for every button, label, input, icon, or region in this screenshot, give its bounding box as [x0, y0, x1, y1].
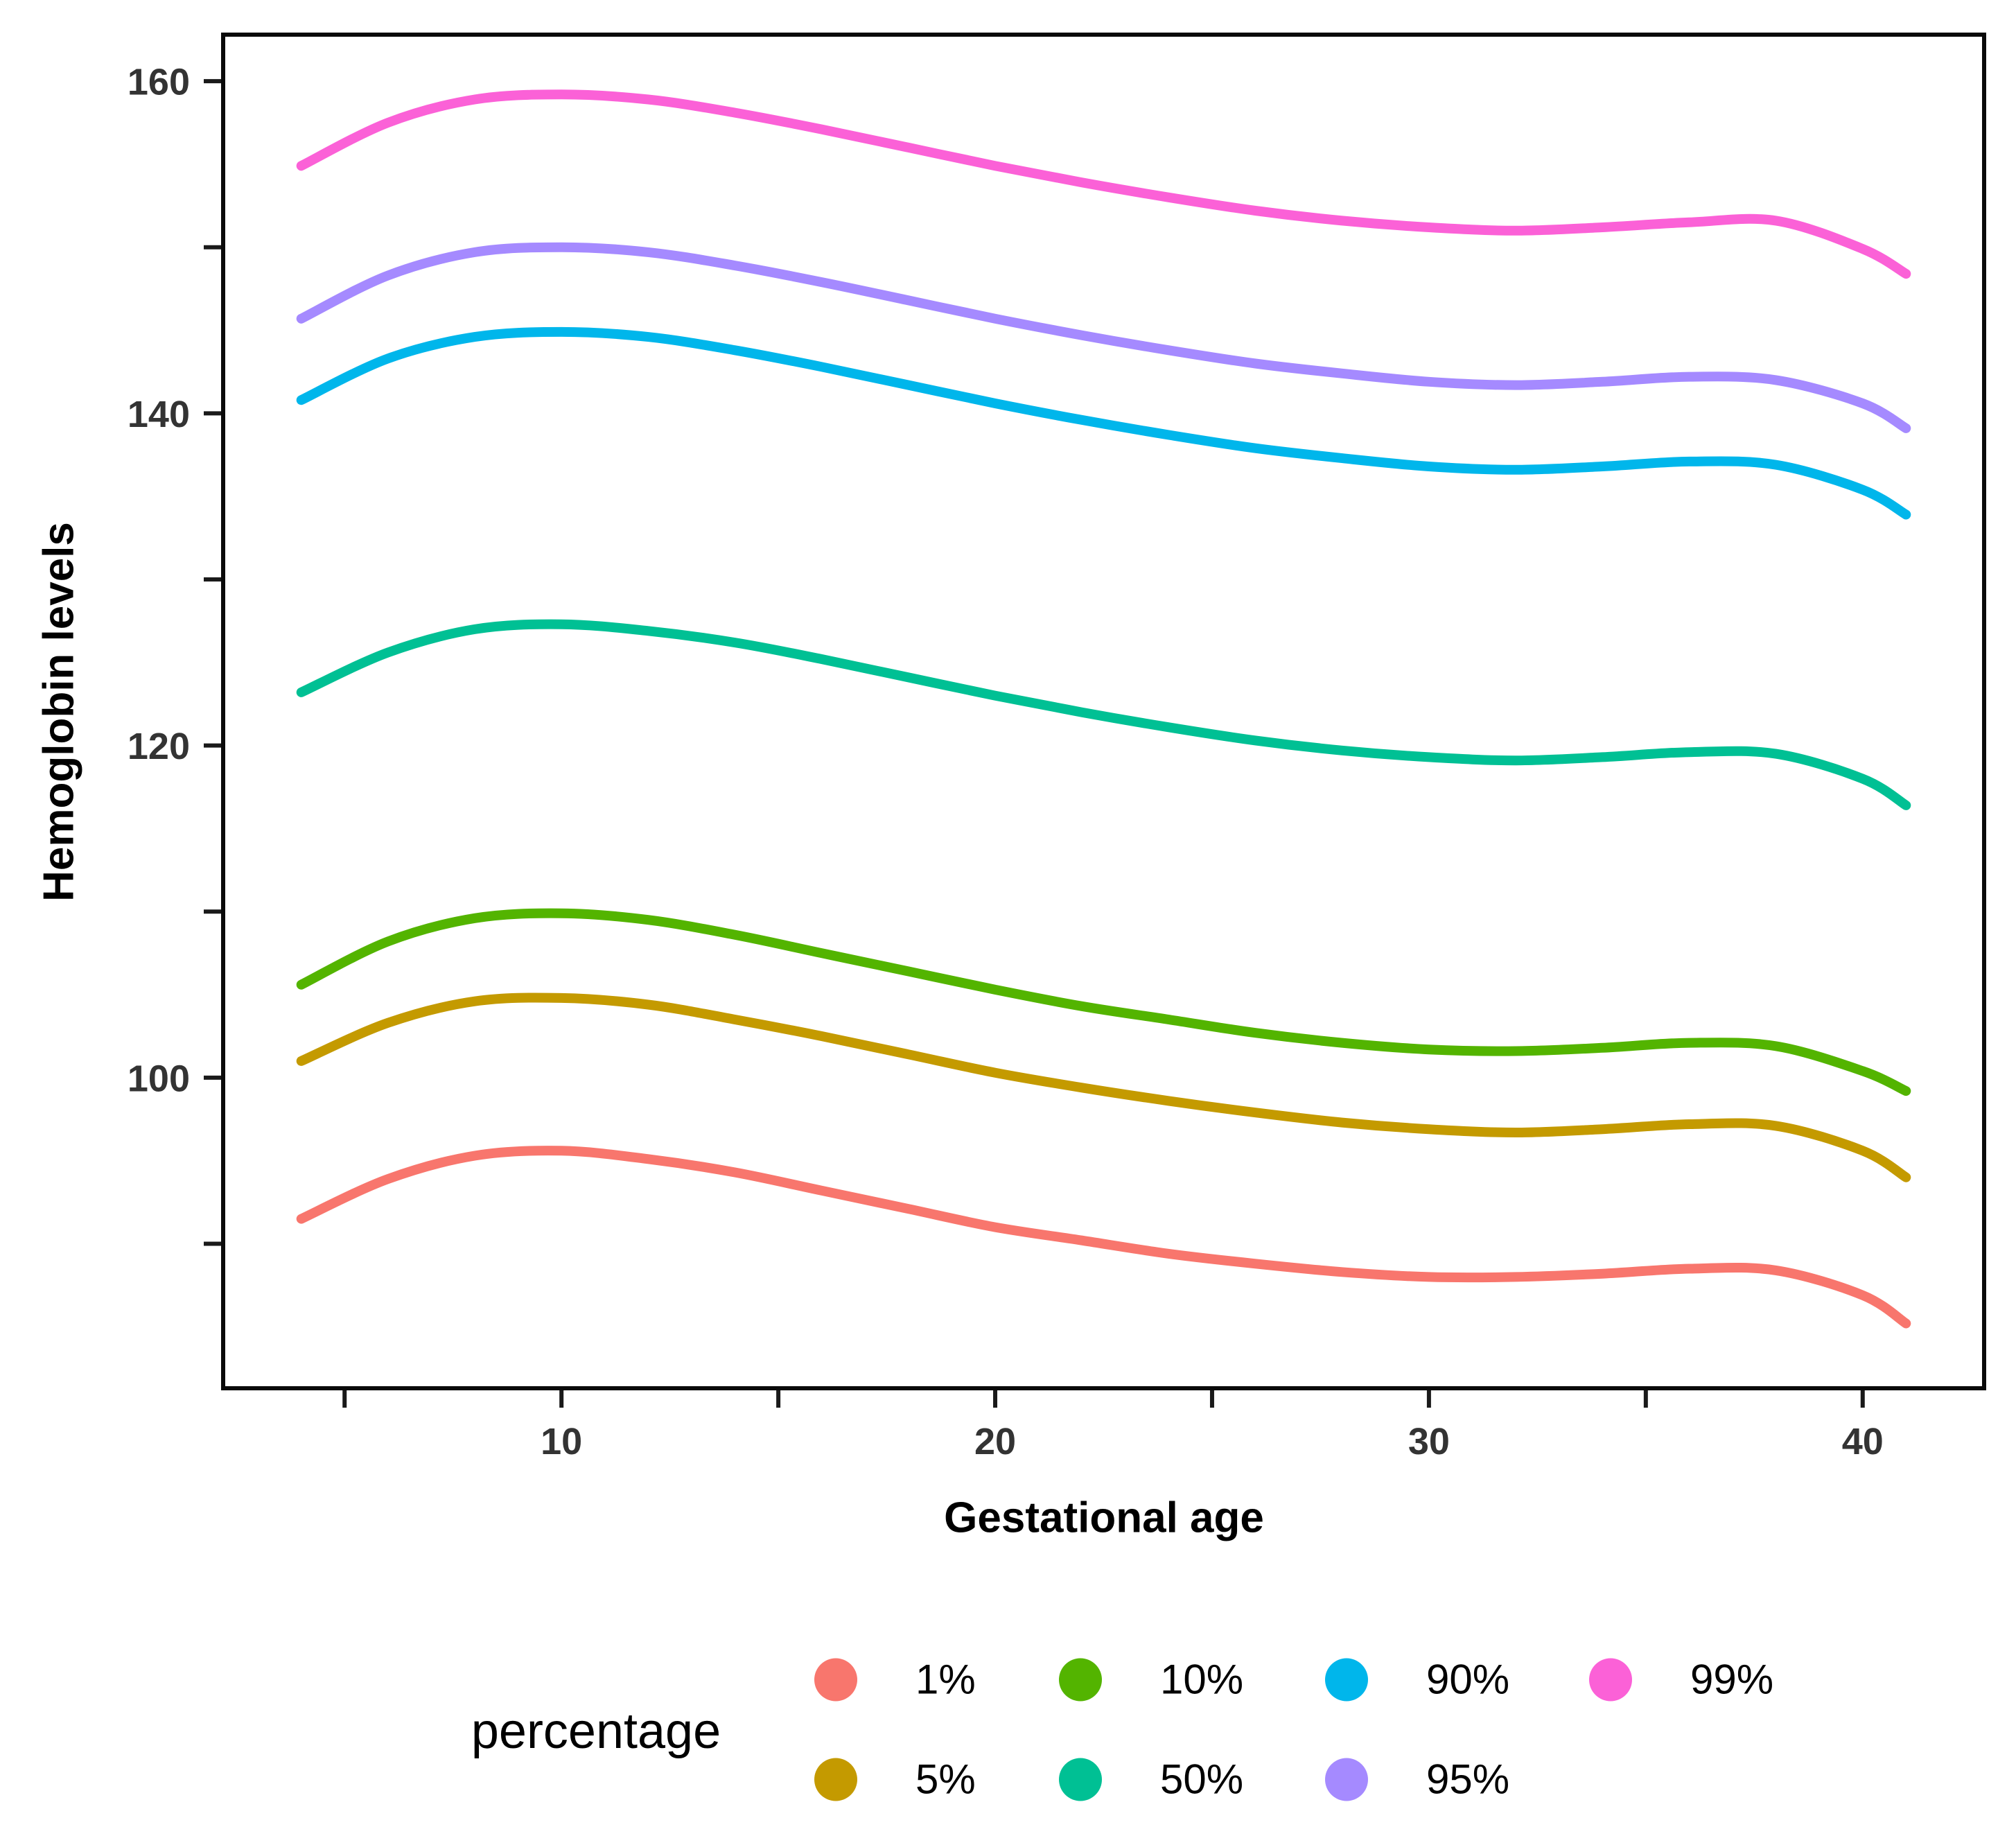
legend-dot-1pct — [814, 1658, 857, 1701]
legend-item-99pct: 99% — [1589, 1656, 1773, 1704]
legend-label-90pct: 90% — [1426, 1656, 1510, 1703]
legend-label-5pct: 5% — [915, 1756, 976, 1803]
legend-dot-99pct — [1589, 1658, 1632, 1701]
series-line-1pct — [296, 1146, 1911, 1329]
y-axis-tick-label-120: 120 — [128, 726, 190, 767]
legend-item-95pct: 95% — [1325, 1756, 1509, 1803]
legend-dot-10pct — [1059, 1658, 1102, 1701]
panel-border — [221, 33, 1986, 1390]
legend-label-1pct: 1% — [915, 1656, 976, 1703]
series-line-50pct — [296, 619, 1911, 810]
x-axis-tick-label-20: 20 — [974, 1421, 1016, 1462]
legend-label-50pct: 50% — [1160, 1756, 1244, 1803]
legend-dot-50pct — [1059, 1758, 1102, 1801]
series-line-10pct — [296, 908, 1911, 1096]
x-axis-tick-label-30: 30 — [1408, 1421, 1450, 1462]
legend-dot-90pct — [1325, 1658, 1368, 1701]
x-axis-tick-label-10: 10 — [541, 1421, 582, 1462]
series-line-95pct — [296, 242, 1911, 433]
x-axis-title: Gestational age — [944, 1494, 1264, 1542]
y-axis-tick-label-140: 140 — [128, 394, 190, 435]
legend-item-5pct: 5% — [814, 1756, 976, 1803]
series-line-90pct — [296, 326, 1911, 520]
legend-item-10pct: 10% — [1059, 1656, 1243, 1704]
y-axis-tick-label-100: 100 — [128, 1058, 190, 1099]
y-axis-title: Hemoglobin levels — [35, 522, 83, 902]
legend-label-95pct: 95% — [1426, 1756, 1510, 1803]
legend-item-1pct: 1% — [814, 1656, 976, 1704]
legend-title: percentage — [471, 1704, 721, 1759]
x-axis-tick-label-40: 40 — [1842, 1421, 1884, 1462]
legend-item-90pct: 90% — [1325, 1656, 1509, 1704]
legend-dot-5pct — [814, 1758, 857, 1801]
y-axis-tick-label-160: 160 — [128, 62, 190, 103]
series-line-5pct — [296, 993, 1911, 1182]
series-line-99pct — [296, 89, 1911, 279]
legend-item-50pct: 50% — [1059, 1756, 1243, 1803]
legend-label-99pct: 99% — [1690, 1656, 1774, 1703]
legend-dot-95pct — [1325, 1758, 1368, 1801]
legend-label-10pct: 10% — [1160, 1656, 1244, 1703]
